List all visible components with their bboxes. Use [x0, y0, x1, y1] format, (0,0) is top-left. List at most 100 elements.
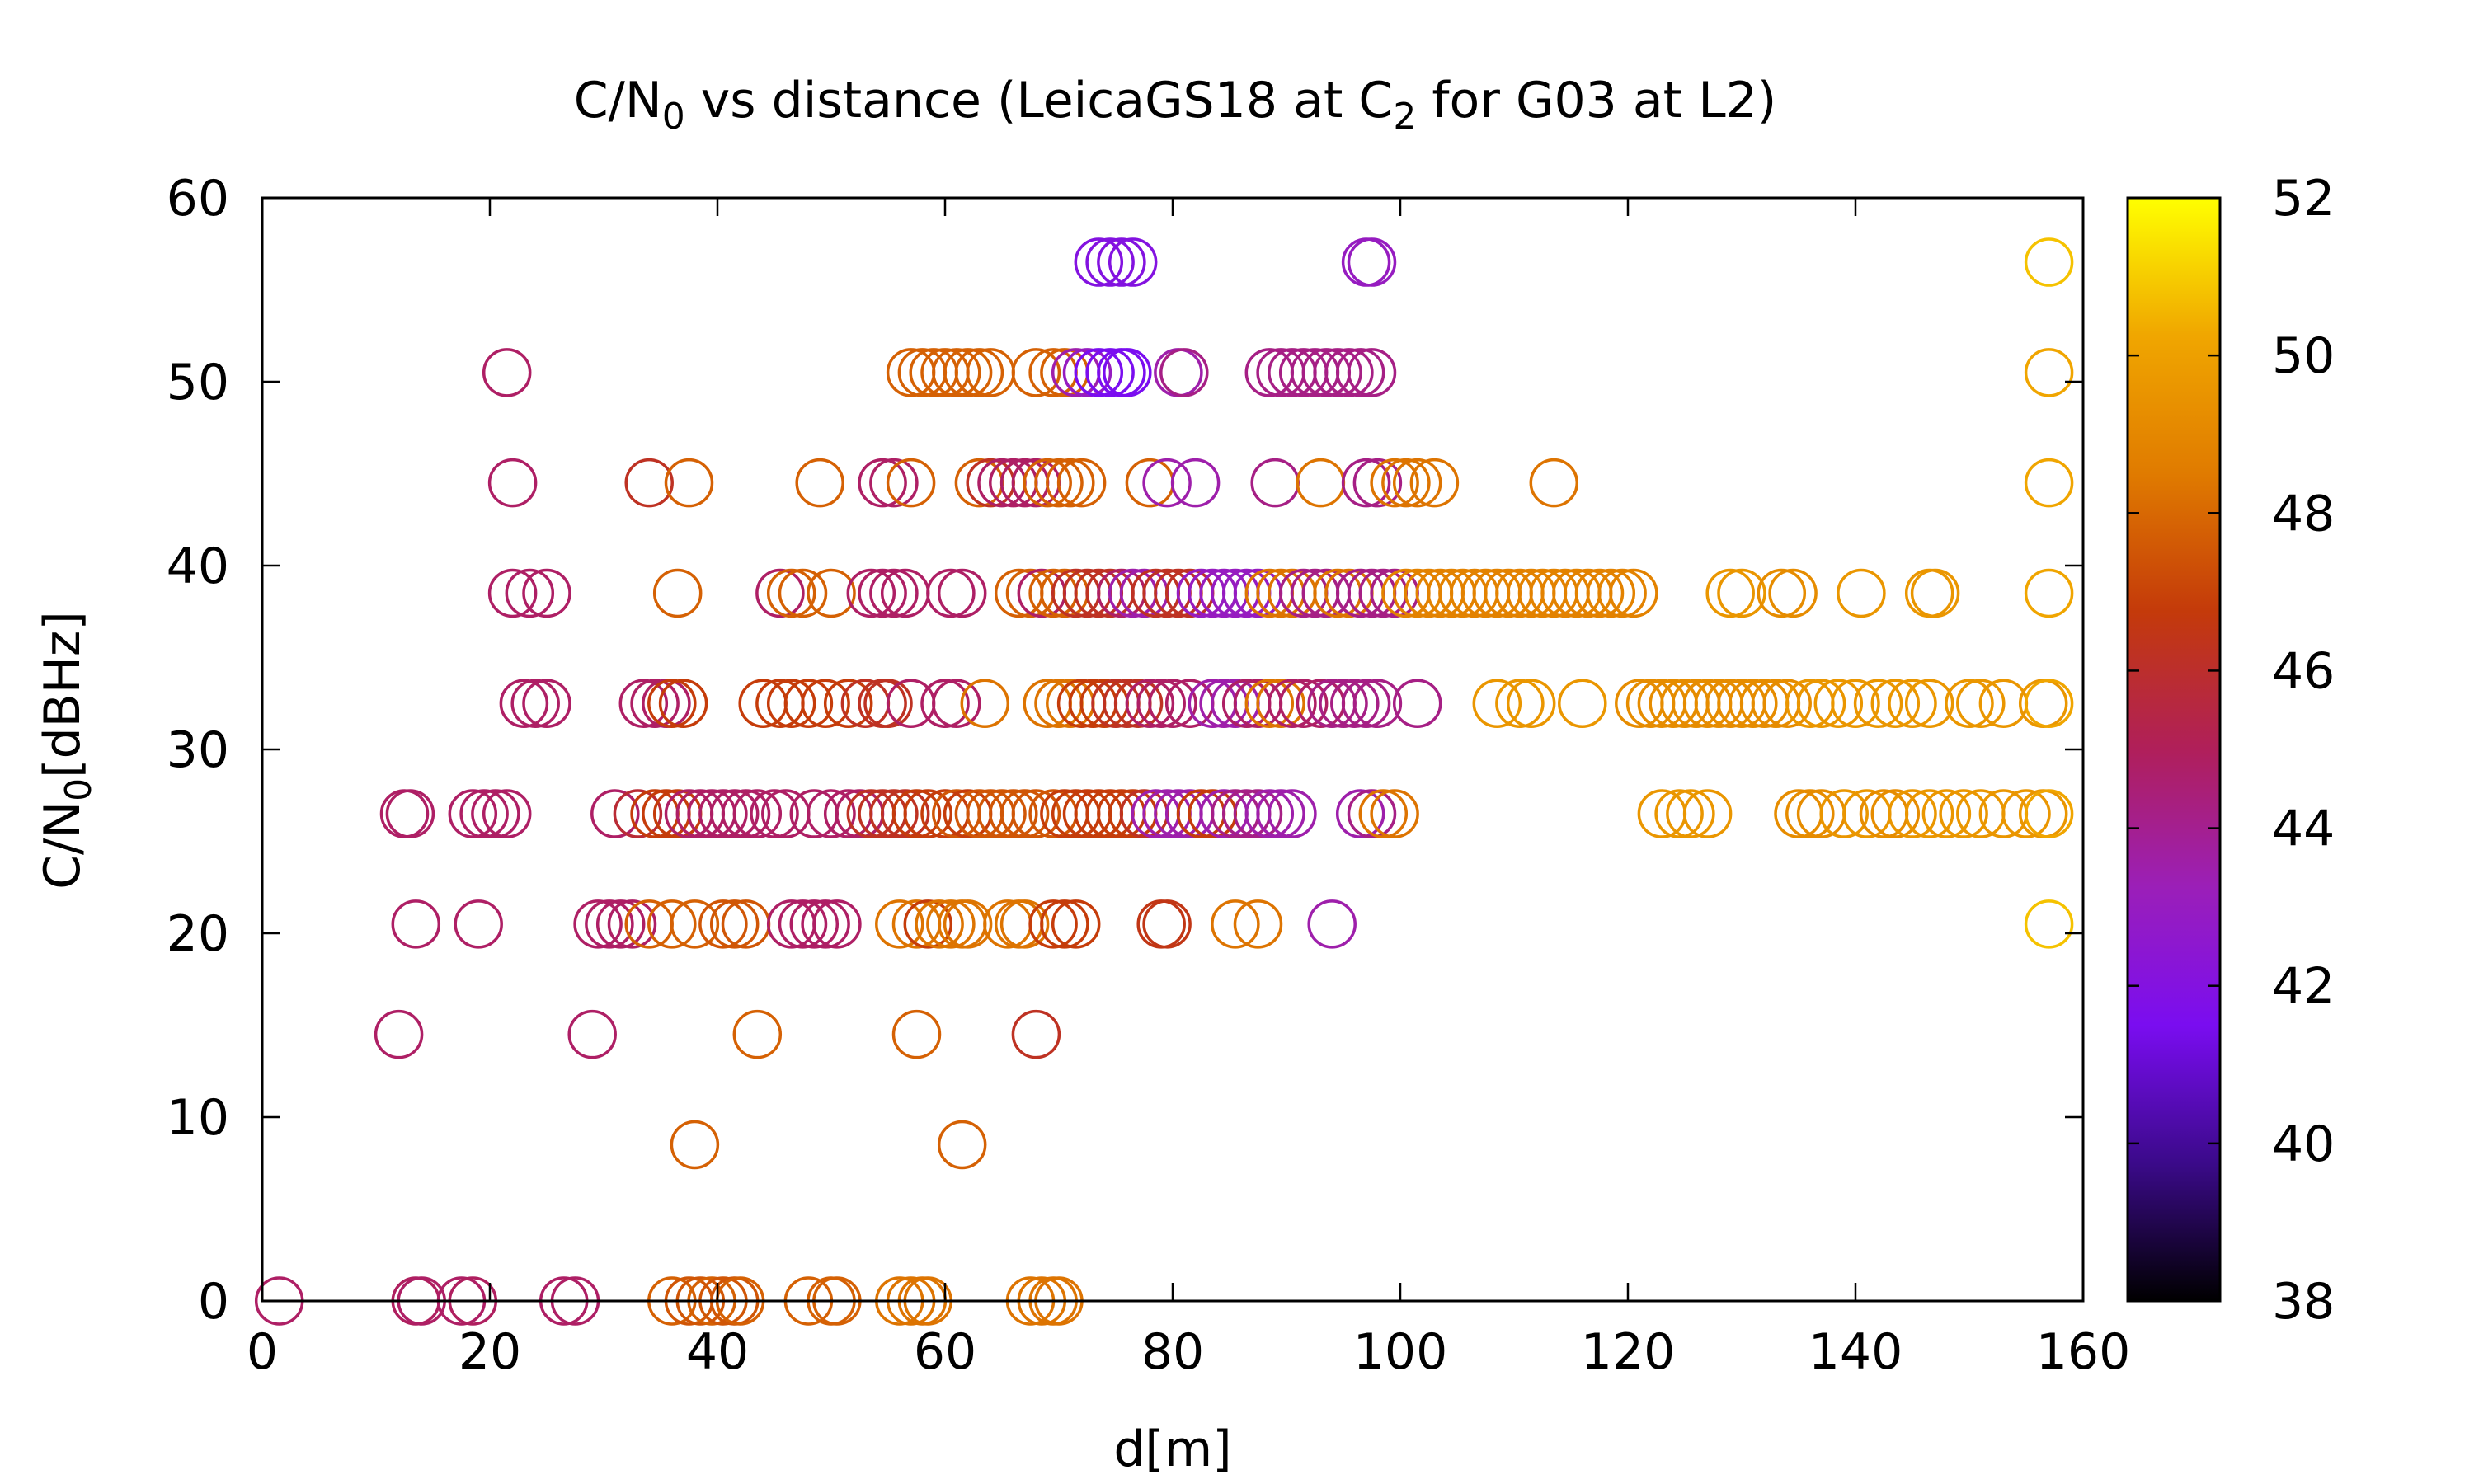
data-point — [1910, 568, 1960, 618]
data-point — [613, 789, 663, 838]
data-point — [926, 568, 976, 618]
data-point — [2024, 679, 2074, 728]
data-point — [1113, 679, 1164, 728]
data-point — [1256, 789, 1305, 838]
data-point — [1347, 789, 1397, 838]
data-point — [1051, 899, 1101, 949]
data-point — [1307, 899, 1357, 949]
data-point — [1888, 789, 1937, 838]
data-point — [2024, 348, 2074, 397]
data-point — [1170, 458, 1221, 508]
y-tick-label: 20 — [167, 905, 229, 963]
data-point — [1574, 568, 1625, 618]
data-point — [2024, 568, 2074, 618]
data-point — [2024, 899, 2074, 949]
data-point — [391, 899, 441, 949]
data-point — [778, 568, 828, 618]
data-point — [750, 789, 799, 838]
data-point — [755, 568, 805, 618]
data-point — [999, 789, 1050, 838]
data-point — [1085, 237, 1135, 287]
data-point — [1785, 789, 1835, 838]
y-tick-label: 10 — [167, 1089, 229, 1147]
data-point — [385, 789, 435, 838]
data-point — [1278, 679, 1329, 728]
data-point — [487, 458, 538, 508]
data-point — [926, 899, 976, 949]
data-point — [1904, 679, 1954, 728]
data-point — [1341, 458, 1391, 508]
data-point — [1097, 237, 1146, 287]
data-point — [595, 899, 646, 949]
data-point — [858, 568, 907, 618]
data-point — [630, 679, 680, 728]
data-point — [510, 679, 560, 728]
data-point — [1768, 568, 1818, 618]
data-point — [1837, 568, 1886, 618]
data-point — [801, 679, 850, 728]
data-point — [670, 899, 720, 949]
data-point — [1062, 348, 1112, 397]
data-point — [1762, 679, 1812, 728]
data-point — [1813, 679, 1864, 728]
data-point — [1956, 679, 2006, 728]
data-point — [1705, 568, 1755, 618]
data-point — [454, 899, 503, 949]
data-point — [590, 789, 640, 838]
data-point — [1148, 679, 1197, 728]
data-point — [1023, 458, 1072, 508]
x-tick-label: 120 — [1581, 1323, 1676, 1381]
data-point — [1142, 899, 1192, 949]
data-point — [522, 568, 571, 618]
data-point — [1921, 789, 1972, 838]
data-point — [1586, 568, 1636, 618]
data-point — [1347, 237, 1397, 287]
data-point — [1319, 679, 1368, 728]
colorbar-tick-label: 40 — [2272, 1115, 2335, 1173]
data-point — [1666, 789, 1715, 838]
data-point — [471, 789, 520, 838]
data-point — [1597, 568, 1647, 618]
data-point — [1381, 458, 1431, 508]
data-point — [505, 568, 555, 618]
data-point — [499, 679, 549, 728]
data-point — [1529, 458, 1579, 508]
data-point — [2001, 789, 2051, 838]
data-point — [2024, 789, 2074, 838]
data-point — [1370, 789, 1419, 838]
data-point — [1313, 348, 1362, 397]
data-point — [647, 679, 697, 728]
data-point — [1136, 679, 1186, 728]
data-point — [459, 789, 509, 838]
data-point — [1472, 679, 1522, 728]
data-point — [903, 789, 953, 838]
data-point — [891, 789, 942, 838]
data-point — [374, 1009, 424, 1059]
colorbar-axis: 38 40 42 44 46 48 50 52 — [2128, 170, 2335, 1331]
data-point — [778, 899, 828, 949]
data-point — [1250, 458, 1300, 508]
data-point — [1347, 348, 1397, 397]
data-point — [1159, 348, 1209, 397]
data-point — [891, 1009, 942, 1059]
data-point — [1046, 458, 1095, 508]
colorbar-tick-label: 50 — [2272, 327, 2335, 385]
data-point — [721, 789, 771, 838]
data-point — [2024, 458, 2074, 508]
data-point — [1831, 679, 1880, 728]
data-point — [1268, 679, 1317, 728]
data-point — [709, 899, 760, 949]
data-points — [254, 237, 2074, 1326]
data-point — [1330, 679, 1380, 728]
x-tick-label: 20 — [459, 1323, 521, 1381]
data-point — [1370, 458, 1419, 508]
data-point — [1654, 789, 1704, 838]
data-point — [1870, 679, 1921, 728]
y-axis: 0 10 20 30 40 50 60 — [167, 170, 2083, 1331]
data-point — [1729, 679, 1778, 728]
data-point — [1211, 899, 1260, 949]
data-point — [1939, 789, 1988, 838]
data-point — [732, 1009, 783, 1059]
x-tick-label: 160 — [2036, 1323, 2131, 1381]
data-point — [1125, 679, 1175, 728]
